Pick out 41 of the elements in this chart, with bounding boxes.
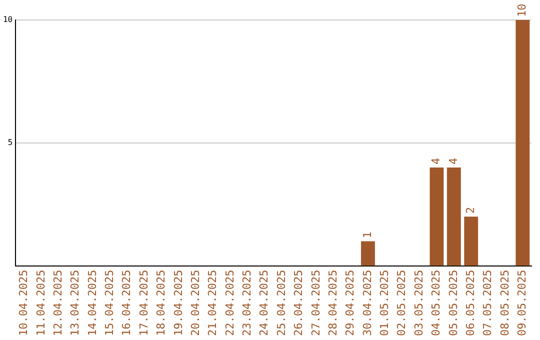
y-tick-label: 5: [8, 138, 13, 147]
x-tick-label: 18.04.2025: [154, 270, 168, 336]
bar: [464, 216, 478, 266]
data-label: 4: [446, 157, 460, 164]
x-tick-label: 06.05.2025: [464, 270, 477, 336]
x-tick-label: 07.05.2025: [481, 270, 494, 336]
data-label: 1: [360, 232, 374, 238]
x-tick-label: 27.04.2025: [309, 270, 322, 336]
x-tick-label: 21.04.2025: [206, 270, 220, 336]
x-tick-label: 13.04.2025: [68, 270, 82, 336]
data-label: 2: [464, 206, 477, 214]
data-label: 10: [516, 4, 529, 17]
x-tick-label: 03.05.2025: [412, 270, 426, 336]
x-tick-label: 17.04.2025: [137, 270, 150, 336]
x-tick-label: 08.05.2025: [498, 270, 512, 336]
data-label: 4: [430, 157, 443, 164]
x-tick-label: 28.04.2025: [326, 270, 340, 336]
bar: [430, 167, 444, 266]
x-tick-label: 19.04.2025: [172, 270, 185, 336]
x-tick-label: 01.05.2025: [378, 270, 392, 336]
x-tick-label: 23.04.2025: [240, 270, 254, 336]
x-tick-label: 16.04.2025: [120, 270, 134, 336]
x-tick-label: 29.04.2025: [344, 270, 357, 336]
x-tick-label: 24.04.2025: [258, 270, 271, 336]
x-tick-label: 15.04.2025: [103, 270, 116, 336]
x-tick-label: 14.04.2025: [86, 270, 99, 336]
x-tick-label: 25.04.2025: [274, 270, 288, 336]
x-tick-label: 11.04.2025: [34, 270, 48, 336]
x-tick-label: 22.04.2025: [223, 270, 236, 336]
bar: [516, 20, 530, 266]
bar: [446, 167, 461, 266]
x-tick-label: 20.04.2025: [188, 270, 202, 336]
x-tick-label: 05.05.2025: [446, 270, 460, 336]
x-tick-label: 04.05.2025: [430, 270, 443, 336]
x-tick-label: 12.04.2025: [51, 270, 64, 336]
bar: [361, 241, 375, 266]
x-tick-label: 26.04.2025: [292, 270, 306, 336]
x-tick-label: 09.05.2025: [516, 270, 529, 336]
x-tick-label: 02.05.2025: [395, 270, 408, 336]
x-tick-label: 10.04.2025: [17, 270, 30, 336]
x-tick-label: 30.04.2025: [360, 270, 374, 336]
